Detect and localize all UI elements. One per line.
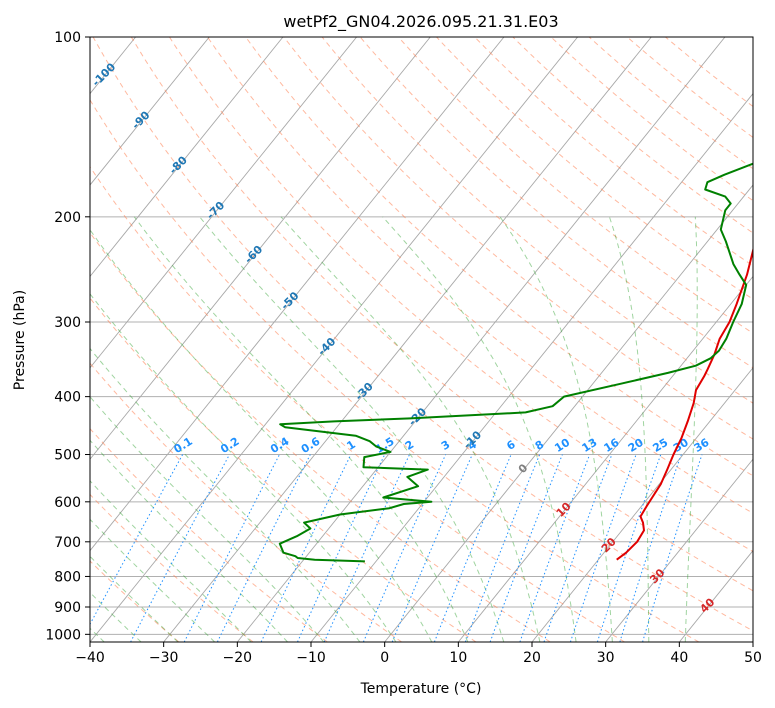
moist-adiabat <box>90 229 433 642</box>
mixing-ratio-line <box>433 454 512 642</box>
isotherm-line <box>90 37 431 460</box>
moist-adiabat <box>90 293 397 642</box>
dry-adiabat <box>588 37 753 170</box>
x-tick-label: 40 <box>670 650 688 666</box>
moist-adiabat <box>90 347 361 642</box>
y-tick-label: 800 <box>54 569 81 585</box>
isotherm-line <box>90 37 505 552</box>
x-tick-label: 30 <box>597 650 615 666</box>
isotherm-line <box>236 37 726 642</box>
mixing-ratio-line <box>489 454 563 642</box>
dry-adiabat <box>90 297 477 642</box>
mixing-ratio-line <box>362 454 447 642</box>
x-tick-label: −40 <box>75 650 105 666</box>
dry-adiabat <box>245 37 753 477</box>
y-axis-label: Pressure (hPa) <box>12 290 28 390</box>
y-tick-label: 500 <box>54 448 81 464</box>
y-tick-label: 700 <box>54 535 81 551</box>
moist-adiabat <box>684 216 698 642</box>
dry-adiabat-lines <box>90 37 753 642</box>
plot-area: 0.1 0.2 0.4 0.6 1 1.5 2 3 4 6 8 10 13 16 20 25 30 36-100-… <box>90 37 753 642</box>
moist-adiabat <box>90 555 179 642</box>
mixing-ratio-line <box>519 454 591 642</box>
dry-adiabat <box>90 493 254 642</box>
dry-adiabat <box>283 37 753 440</box>
moist-adiabat <box>499 216 613 642</box>
mixing-ratio-line <box>260 454 352 642</box>
mixing-ratio-line <box>323 454 410 642</box>
dry-adiabat <box>92 37 753 632</box>
isotherm-line <box>531 367 753 642</box>
x-tick-label: 10 <box>449 650 467 666</box>
dry-adiabat <box>206 37 753 514</box>
mixing-ratio-line <box>391 454 473 642</box>
x-axis-label: Temperature (°C) <box>360 681 482 697</box>
dry-adiabat <box>90 231 551 642</box>
isotherm-line <box>90 37 284 278</box>
moist-adiabat <box>199 216 505 642</box>
y-tick-label: 300 <box>54 315 81 331</box>
x-tick-label: −30 <box>149 650 179 666</box>
dewpoint-profile-line <box>278 162 753 563</box>
dry-adiabat <box>359 37 753 369</box>
y-tick-label: 400 <box>54 390 81 406</box>
y-tick-label: 200 <box>54 210 81 226</box>
dry-adiabat <box>90 427 328 642</box>
isotherm-line <box>457 275 753 642</box>
x-tick-label: 0 <box>380 650 389 666</box>
y-tick-label: 600 <box>54 495 81 511</box>
isotherm-lines <box>90 37 753 642</box>
dry-adiabat <box>321 37 753 404</box>
x-tick-label: 20 <box>523 650 541 666</box>
x-axis-ticks: −40 −30 −20 −10 0 10 20 30 40 50 <box>75 642 762 666</box>
temperature-profile-line <box>616 246 753 561</box>
moist-adiabat <box>90 395 325 642</box>
x-tick-label: 50 <box>744 650 762 666</box>
y-tick-label: 100 <box>54 30 81 46</box>
mixing-ratio-line <box>543 454 613 642</box>
dry-adiabat <box>474 37 753 267</box>
mixing-ratio-line <box>130 454 230 642</box>
moist-adiabat <box>133 216 469 642</box>
dry-adiabat <box>90 98 700 642</box>
dry-adiabat <box>550 37 753 202</box>
dry-adiabat <box>168 37 753 553</box>
mixing-ratio-line <box>569 454 637 642</box>
isotherm-line <box>90 37 578 642</box>
mixing-ratio-line <box>464 454 541 642</box>
isotherm-line <box>384 184 753 642</box>
moist-adiabat-lines <box>90 216 698 642</box>
mixing-ratio-line <box>642 454 703 642</box>
mixing-ratio-line <box>297 454 386 642</box>
chart-title: wetPf2_GN04.2026.095.21.31.E03 <box>283 12 558 32</box>
x-tick-label: −10 <box>296 650 326 666</box>
x-tick-label: −20 <box>223 650 253 666</box>
isobar-grid <box>90 37 753 635</box>
isotherm-line <box>90 37 357 369</box>
dry-adiabat <box>90 165 625 642</box>
y-tick-label: 900 <box>54 600 81 616</box>
moist-adiabat <box>382 216 577 642</box>
y-axis-ticks: 100 200 300 400 500 600 700 800 900 1000 <box>45 30 90 643</box>
mixing-ratio-line <box>619 454 682 642</box>
dry-adiabat <box>130 37 753 592</box>
isotherm-line <box>163 37 652 642</box>
isotherm-line <box>310 92 753 642</box>
mixing-ratio-line <box>596 454 662 642</box>
y-tick-label: 1000 <box>45 627 81 643</box>
dry-adiabat <box>512 37 753 234</box>
isotherm-line <box>605 458 753 642</box>
mixing-ratio-line <box>90 454 184 626</box>
moist-adiabat <box>280 216 541 642</box>
mixing-ratio-lines <box>90 454 703 642</box>
plot-frame <box>89 36 754 643</box>
isotherm-line <box>90 37 210 186</box>
sounding-series <box>278 162 753 563</box>
moist-adiabat <box>608 216 650 642</box>
